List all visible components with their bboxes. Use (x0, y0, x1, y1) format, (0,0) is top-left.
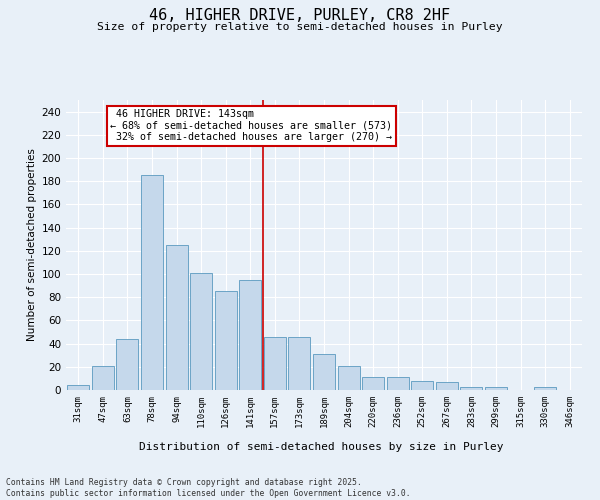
Bar (141, 176, 163, 390)
Bar (411, 380, 433, 390)
Bar (362, 377, 384, 390)
Bar (436, 382, 458, 390)
Y-axis label: Number of semi-detached properties: Number of semi-detached properties (27, 148, 37, 342)
Bar (460, 386, 482, 390)
Bar (264, 336, 286, 390)
Text: 46 HIGHER DRIVE: 143sqm
← 68% of semi-detached houses are smaller (573)
 32% of : 46 HIGHER DRIVE: 143sqm ← 68% of semi-de… (110, 110, 392, 142)
Bar (313, 354, 335, 390)
Text: Size of property relative to semi-detached houses in Purley: Size of property relative to semi-detach… (97, 22, 503, 32)
Text: Distribution of semi-detached houses by size in Purley: Distribution of semi-detached houses by … (139, 442, 503, 452)
Bar (386, 377, 409, 390)
Bar (289, 336, 310, 390)
Bar (92, 366, 114, 390)
Bar (534, 386, 556, 390)
Bar (190, 273, 212, 390)
Bar (166, 245, 188, 390)
Bar (67, 386, 89, 390)
Bar (116, 339, 139, 390)
Bar (485, 386, 507, 390)
Text: 46, HIGHER DRIVE, PURLEY, CR8 2HF: 46, HIGHER DRIVE, PURLEY, CR8 2HF (149, 8, 451, 22)
Bar (338, 366, 359, 390)
Text: Contains HM Land Registry data © Crown copyright and database right 2025.
Contai: Contains HM Land Registry data © Crown c… (6, 478, 410, 498)
Bar (239, 280, 262, 390)
Bar (215, 292, 237, 390)
